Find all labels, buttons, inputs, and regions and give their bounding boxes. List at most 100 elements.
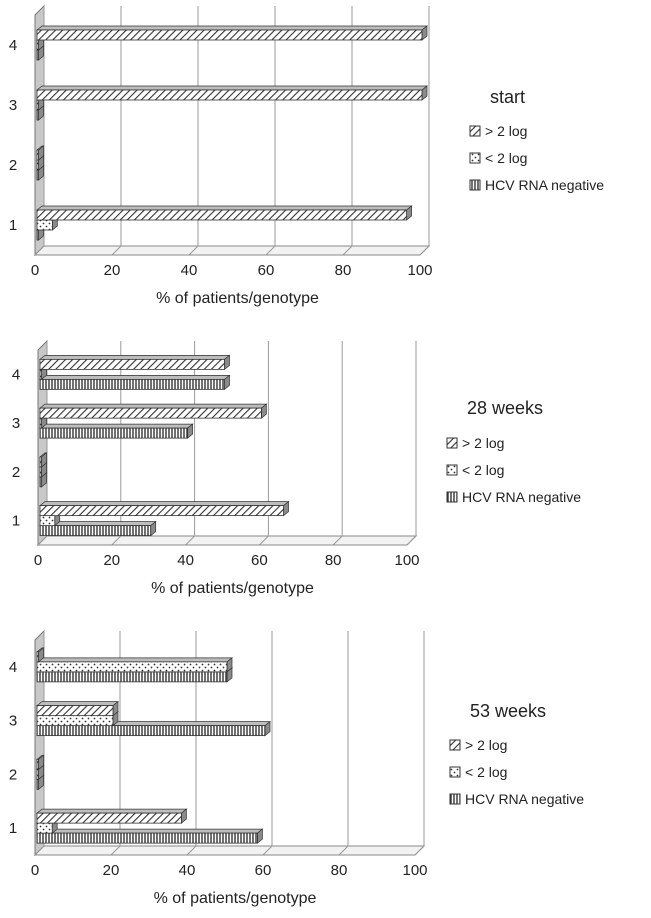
chart-1-floor-tick <box>34 245 45 256</box>
chart-3-floor-tick <box>262 845 273 856</box>
bar-2-cat-4-diagonal-stripes <box>39 358 225 370</box>
chart-1-category-label: 1 <box>9 217 17 234</box>
chart-2-x-tick-label: 60 <box>251 552 268 569</box>
chart-3-x-axis-label: % of patients/genotype <box>154 890 317 907</box>
bar-1-cat-1-diagonal-stripes <box>36 209 408 221</box>
bar-3-cat-1-diagonal-stripes <box>36 812 182 824</box>
chart-3-legend-swatch-vertical-stripes <box>449 793 461 805</box>
chart-2-floor-tick <box>111 535 122 546</box>
bar-2-cat-3-diagonal-stripes-top <box>39 403 268 409</box>
chart-2-x-axis-label: % of patients/genotype <box>151 580 314 597</box>
chart-2-floor-tick <box>406 535 417 546</box>
chart-1-x-axis-label: % of patients/genotype <box>156 290 319 307</box>
chart-1-x-tick-label: 20 <box>104 262 121 279</box>
bar-2-cat-2-vertical-stripes <box>39 476 42 488</box>
chart-2-x-tick-label: 0 <box>34 552 42 569</box>
chart-3-category-label: 1 <box>9 820 17 837</box>
bar-2-cat-1-diagonal-stripes <box>39 505 284 517</box>
bar-3-cat-2-vertical-stripes <box>36 778 39 790</box>
chart-2-category-label: 4 <box>12 366 20 383</box>
chart-3-floor-tick <box>34 845 45 856</box>
bar-3-cat-1-diagonal-stripes-top <box>36 808 188 814</box>
bar-1-cat-1-diagonal-stripes-top <box>36 205 413 211</box>
bar-3-cat-3-dots <box>36 715 114 727</box>
bar-3-cat-3-diagonal-stripes <box>36 705 114 717</box>
bar-3-cat-4-dots <box>36 661 228 673</box>
chart-1-legend-label: > 2 log <box>485 123 527 139</box>
chart-3-floor-tick <box>110 845 121 856</box>
chart-2-floor-tick <box>332 535 343 546</box>
chart-2-legend-swatch-dots <box>446 464 458 476</box>
bar-2-cat-3-vertical-stripes-top <box>39 423 194 429</box>
bar-3-cat-1-dots <box>36 822 53 834</box>
chart-3-category-label: 2 <box>9 766 17 783</box>
chart-3-x-tick-label: 80 <box>331 862 348 879</box>
bar-3-cat-3-diagonal-stripes-top <box>36 701 119 706</box>
chart-1-legend-swatch-diagonal-stripes <box>469 125 481 137</box>
bar-1-cat-3-diagonal-stripes-top <box>36 85 428 91</box>
chart-3-floor-tick <box>338 845 349 856</box>
chart-1-x-tick-label: 80 <box>335 262 352 279</box>
chart-1-legend-swatch-dots <box>469 152 481 164</box>
bar-3-cat-1-vertical-stripes <box>36 832 258 844</box>
bar-1-cat-4-dots <box>36 39 39 51</box>
chart-3-x-tick-label: 0 <box>31 862 39 879</box>
chart-3-x-tick-label: 40 <box>179 862 196 879</box>
bar-1-cat-1-vertical-stripes <box>36 229 39 241</box>
chart-1-floor <box>33 245 431 256</box>
chart-1-category-label: 2 <box>9 157 17 174</box>
bar-2-cat-1-vertical-stripes <box>39 525 152 537</box>
chart-3-floor-tick <box>414 845 425 856</box>
chart-2-floor-tick <box>37 535 48 546</box>
bar-1-cat-4-vertical-stripes <box>36 49 39 61</box>
chart-3-title: 53 weeks <box>470 701 546 721</box>
chart-3-category-label: 3 <box>9 713 17 730</box>
bar-1-cat-2-vertical-stripes <box>36 169 39 181</box>
chart-2-x-tick-label: 20 <box>103 552 120 569</box>
bar-2-cat-4-vertical-stripes <box>39 378 225 390</box>
chart-1-x-tick-label: 40 <box>181 262 198 279</box>
chart-1-floor-tick <box>342 245 353 256</box>
bar-2-cat-3-diagonal-stripes <box>39 407 262 419</box>
bar-2-cat-3-dots <box>39 417 42 429</box>
chart-3-category-label: 4 <box>9 659 17 676</box>
chart-3-x-tick-label: 100 <box>402 862 427 879</box>
chart-2-title: 28 weeks <box>467 398 543 418</box>
bar-1-cat-4-diagonal-stripes <box>36 29 423 41</box>
bar-2-cat-1-dots <box>39 515 56 527</box>
bar-1-cat-3-diagonal-stripes <box>36 89 423 101</box>
bar-2-cat-4-dots <box>39 368 42 380</box>
bar-1-cat-4-diagonal-stripes-top <box>36 25 428 31</box>
bar-1-cat-2-diagonal-stripes <box>36 149 39 161</box>
bar-1-cat-1-dots <box>36 219 53 231</box>
bar-2-cat-4-diagonal-stripes-top <box>39 355 231 360</box>
bar-2-cat-2-diagonal-stripes <box>39 456 42 468</box>
chart-2-floor <box>36 535 418 546</box>
chart-2-category-label: 3 <box>12 415 20 432</box>
chart-2-legend-label: < 2 log <box>462 462 504 478</box>
chart-1-category-label: 4 <box>9 37 17 54</box>
chart-2-x-tick-label: 40 <box>177 552 194 569</box>
chart-3-floor <box>33 845 426 856</box>
chart-1-legend-label: HCV RNA negative <box>485 177 604 193</box>
chart-2-legend-label: > 2 log <box>462 435 504 451</box>
bar-2-cat-1-diagonal-stripes-top <box>39 501 290 506</box>
chart-3-legend-swatch-dots <box>449 766 461 778</box>
bar-1-cat-3-vertical-stripes <box>36 109 39 121</box>
bar-3-cat-2-diagonal-stripes <box>36 758 39 770</box>
chart-1-floor-tick <box>265 245 276 256</box>
bar-3-cat-4-vertical-stripes <box>36 671 228 683</box>
chart-2-legend-swatch-vertical-stripes <box>446 491 458 503</box>
chart-1-floor-tick <box>111 245 122 256</box>
bar-1-cat-3-dots <box>36 99 39 111</box>
chart-2-legend-swatch-diagonal-stripes <box>446 437 458 449</box>
bar-2-cat-3-vertical-stripes <box>39 427 189 439</box>
chart-1-x-tick-label: 60 <box>258 262 275 279</box>
bar-3-cat-4-diagonal-stripes <box>36 651 39 663</box>
chart-1-floor-tick <box>188 245 199 256</box>
chart-3-x-tick-label: 60 <box>255 862 272 879</box>
chart-1-legend-label: < 2 log <box>485 150 527 166</box>
bar-3-cat-3-vertical-stripes <box>36 725 266 737</box>
chart-1-x-tick-label: 0 <box>31 262 39 279</box>
